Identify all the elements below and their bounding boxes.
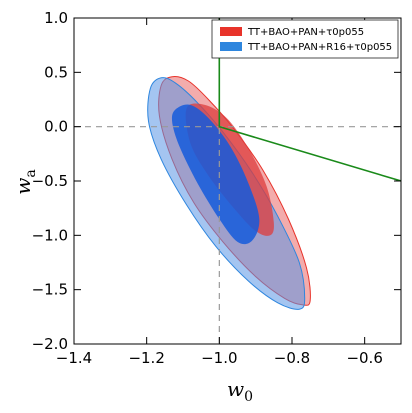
y-tick-label: 1.0 — [44, 9, 68, 27]
y-axis-ticks: −2.0 −1.5 −1.0 −0.5 0.0 0.5 1.0 — [32, 9, 401, 353]
legend-box — [211, 19, 399, 59]
x-tick-label: −0.8 — [274, 349, 310, 367]
legend-label-series-2: TT+BAO+PAN+R16+τ0p055 — [247, 42, 392, 53]
y-tick-label: −2.0 — [32, 335, 68, 353]
contour-68-series-2 — [171, 104, 260, 245]
x-tick-label: −1.2 — [128, 349, 164, 367]
x-tick-label: −1.4 — [56, 349, 92, 367]
y-axis-label-main: w — [11, 178, 35, 195]
legend-label-series-1: TT+BAO+PAN+τ0p055 — [247, 27, 364, 38]
y-axis-label-sub: a — [23, 169, 39, 177]
legend-swatch-series-2 — [220, 42, 242, 51]
contour-layer — [147, 76, 311, 310]
x-axis-label: w0 — [227, 377, 253, 405]
y-tick-label: −1.0 — [32, 226, 68, 244]
x-tick-label: −0.6 — [346, 349, 382, 367]
x-axis-label-sub: 0 — [244, 389, 253, 405]
y-tick-label: −0.5 — [32, 172, 68, 190]
x-axis-label-main: w — [227, 377, 244, 401]
y-tick-label: −1.5 — [32, 281, 68, 299]
y-axis-label: wa — [11, 169, 39, 194]
x-tick-label: −1.0 — [201, 349, 237, 367]
y-tick-label: 0.0 — [44, 118, 68, 136]
legend-swatch-series-1 — [220, 27, 242, 36]
y-tick-label: 0.5 — [44, 63, 68, 81]
legend: TT+BAO+PAN+τ0p055 TT+BAO+PAN+R16+τ0p055 — [211, 19, 399, 59]
x-axis-ticks: −1.4 −1.2 −1.0 −0.8 −0.6 — [56, 18, 383, 367]
